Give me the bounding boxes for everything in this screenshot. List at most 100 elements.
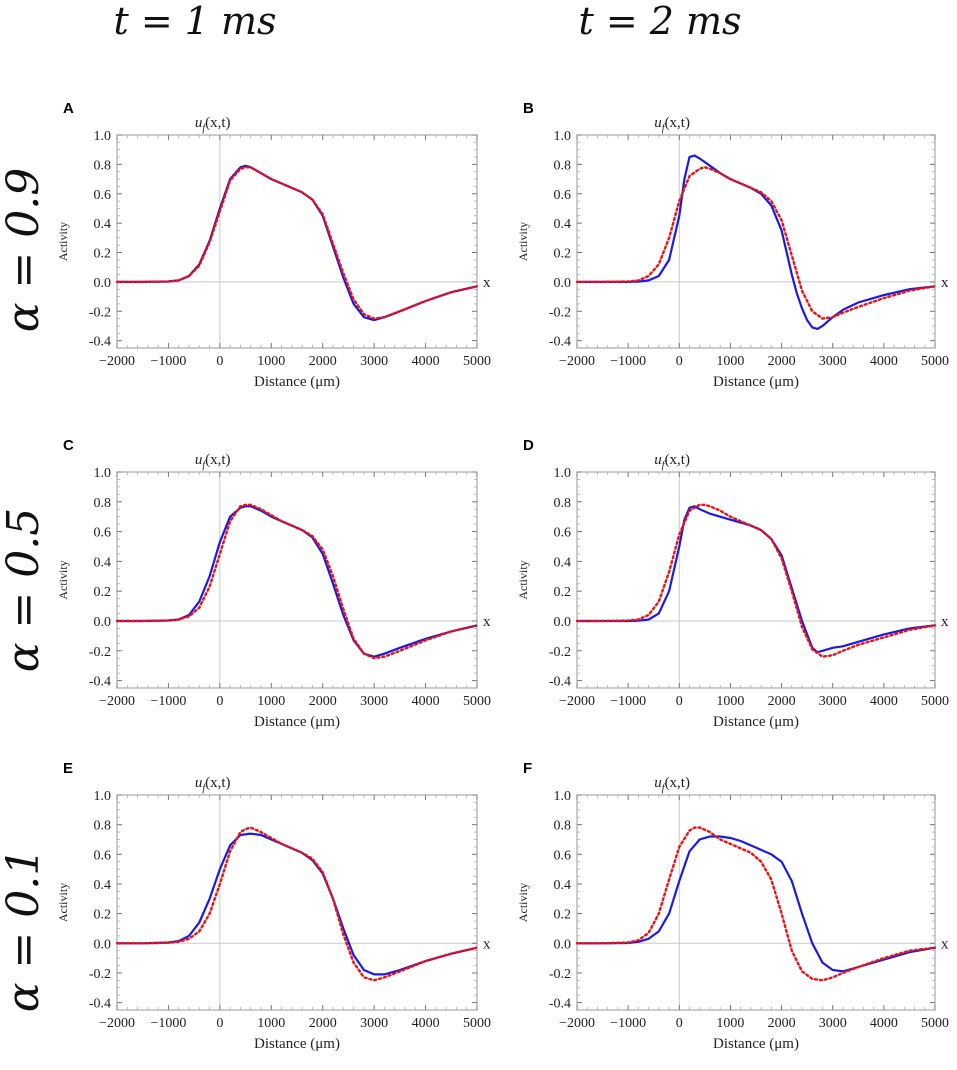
x-variable-label: x	[483, 936, 491, 952]
series-line-red-dotted	[115, 826, 479, 982]
plot-title-base: u	[654, 115, 662, 131]
plot-title: uf(x,t)	[654, 775, 690, 794]
y-tick-label: 0.8	[94, 819, 112, 834]
plot-frame	[576, 134, 936, 349]
y-tick-label: 0.4	[554, 878, 572, 893]
series-line-red-dotted	[115, 166, 479, 320]
x-tick-label: 4000	[412, 1016, 440, 1031]
y-tick-label: -0.4	[549, 675, 571, 690]
x-tick-label: 3000	[360, 1016, 388, 1031]
y-tick-label: 0.2	[554, 908, 572, 923]
x-axis-label: Distance (μm)	[713, 1036, 799, 1052]
plot-title-subscript: f	[202, 783, 206, 794]
series-line-red-dotted	[575, 826, 937, 982]
plot-frame	[116, 471, 478, 689]
plot-title-rest: (x,t)	[665, 452, 690, 468]
y-tick-label: 1.0	[94, 129, 112, 144]
x-tick-label: −2000	[99, 1016, 135, 1031]
y-tick-label: 0.2	[554, 585, 572, 600]
plot-title-rest: (x,t)	[205, 115, 230, 131]
y-tick-label: 0.6	[554, 526, 572, 541]
y-tick-label: -0.2	[89, 967, 111, 982]
series-line-blue-solid	[117, 832, 478, 976]
panel-label: F	[523, 760, 532, 777]
plot-title-subscript: f	[662, 783, 666, 794]
x-tick-label: 2000	[768, 694, 796, 709]
chart-panel-b: −2000 −1000 0 1000 2000 3000 4000 5000 -0.4 -0.2 0…	[516, 100, 949, 390]
panel-label: B	[523, 100, 534, 117]
x-tick-label: 2000	[309, 354, 337, 369]
x-tick-label: 4000	[870, 694, 898, 709]
x-tick-label: 5000	[463, 1016, 491, 1031]
x-tick-label: −2000	[99, 694, 135, 709]
panel-label: D	[523, 437, 534, 454]
y-tick-label: 0.8	[94, 496, 112, 511]
x-axis-label: Distance (μm)	[254, 374, 340, 390]
plot-title-subscript: f	[202, 460, 206, 471]
x-tick-label: 1000	[257, 694, 285, 709]
y-tick-label: 1.0	[94, 789, 112, 804]
y-tick-label: 0.6	[554, 848, 572, 863]
column-title-left: t = 1 ms	[113, 0, 276, 43]
chart-panel-d: −2000 −1000 0 1000 2000 3000 4000 5000 -0.4 -0.2 0…	[516, 437, 949, 730]
x-tick-label: −1000	[150, 694, 186, 709]
y-tick-label: 0.4	[554, 555, 572, 570]
x-tick-label: 2000	[309, 694, 337, 709]
y-axis-label: Activity	[56, 222, 70, 261]
y-tick-label: 0.0	[554, 615, 572, 630]
x-tick-label: −1000	[150, 354, 186, 369]
plot-frame	[576, 471, 936, 689]
x-tick-label: 1000	[257, 354, 285, 369]
y-tick-label: 1.0	[554, 129, 572, 144]
y-tick-label: 0.6	[94, 848, 112, 863]
x-variable-label: x	[941, 936, 949, 952]
x-variable-label: x	[483, 275, 491, 291]
x-tick-label: 0	[216, 694, 223, 709]
x-tick-label: −2000	[559, 694, 595, 709]
x-tick-label: 5000	[921, 354, 949, 369]
y-tick-label: 0.6	[94, 526, 112, 541]
y-tick-label: 1.0	[554, 466, 572, 481]
x-tick-label: 5000	[463, 694, 491, 709]
series-line-red-dotted	[115, 503, 479, 660]
x-tick-label: 1000	[716, 1016, 744, 1031]
x-tick-label: 4000	[870, 1016, 898, 1031]
x-tick-label: 1000	[716, 694, 744, 709]
x-tick-label: −1000	[610, 354, 646, 369]
y-tick-label: 0.0	[94, 615, 112, 630]
chart-panel-e: −2000 −1000 0 1000 2000 3000 4000 5000 -0.4 -0.2 0…	[56, 760, 491, 1052]
y-tick-label: 0.0	[94, 937, 112, 952]
chart-panel-f: −2000 −1000 0 1000 2000 3000 4000 5000 -0.4 -0.2 0…	[516, 760, 949, 1052]
plot-title-rest: (x,t)	[665, 775, 690, 791]
y-axis-label: Activity	[516, 560, 530, 599]
plot-title-base: u	[195, 452, 203, 468]
x-tick-label: −2000	[99, 354, 135, 369]
x-tick-label: −1000	[610, 1016, 646, 1031]
chart-panel-a: −2000 −1000 0 1000 2000 3000 4000 5000 -0.4 -0.2 0…	[56, 100, 491, 390]
y-tick-label: -0.4	[89, 675, 111, 690]
column-title-right: t = 2 ms	[578, 0, 741, 43]
plot-title-subscript: f	[202, 123, 206, 134]
plot-title: uf(x,t)	[654, 452, 690, 471]
y-tick-label: 0.2	[94, 908, 112, 923]
x-variable-label: x	[941, 614, 949, 630]
x-tick-label: 3000	[819, 354, 847, 369]
x-tick-label: 4000	[412, 354, 440, 369]
x-tick-label: 1000	[257, 1016, 285, 1031]
x-axis-label: Distance (μm)	[713, 714, 799, 730]
x-tick-label: 3000	[819, 1016, 847, 1031]
plot-title-rest: (x,t)	[205, 775, 230, 791]
plot-title-rest: (x,t)	[205, 452, 230, 468]
panels-group: −2000 −1000 0 1000 2000 3000 4000 5000 -0.4 -0.2 0…	[56, 100, 949, 1052]
panel-label: C	[63, 437, 74, 454]
y-tick-label: 0.0	[554, 937, 572, 952]
y-tick-label: -0.4	[549, 335, 571, 350]
x-tick-label: 0	[676, 354, 683, 369]
x-tick-label: −2000	[559, 354, 595, 369]
x-tick-label: −2000	[559, 1016, 595, 1031]
x-tick-label: 2000	[768, 1016, 796, 1031]
x-tick-label: 3000	[360, 694, 388, 709]
plot-title: uf(x,t)	[195, 452, 231, 471]
row-title-top: α = 0.9	[0, 168, 49, 333]
y-tick-label: -0.4	[549, 997, 571, 1012]
